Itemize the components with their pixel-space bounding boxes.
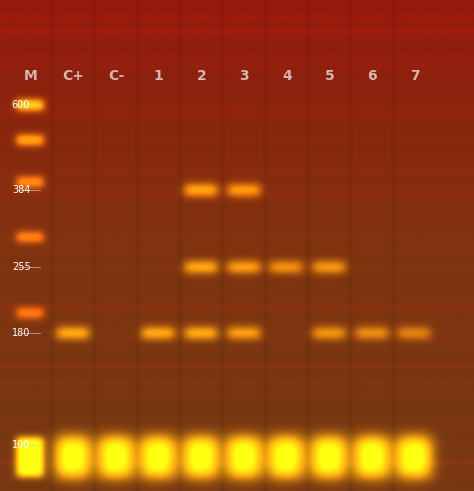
Text: 6: 6 (367, 69, 377, 83)
Text: 1: 1 (154, 69, 164, 83)
Text: C-: C- (108, 69, 124, 83)
Text: 5: 5 (325, 69, 334, 83)
Text: 7: 7 (410, 69, 419, 83)
Text: C+: C+ (63, 69, 84, 83)
Text: 3: 3 (239, 69, 249, 83)
Text: 4: 4 (282, 69, 292, 83)
Text: 600: 600 (12, 100, 30, 110)
Text: 384: 384 (12, 185, 30, 195)
Text: M: M (24, 69, 38, 83)
Text: 255: 255 (12, 262, 31, 272)
Text: 2: 2 (197, 69, 206, 83)
Text: 100: 100 (12, 440, 30, 450)
Text: 180: 180 (12, 328, 30, 338)
